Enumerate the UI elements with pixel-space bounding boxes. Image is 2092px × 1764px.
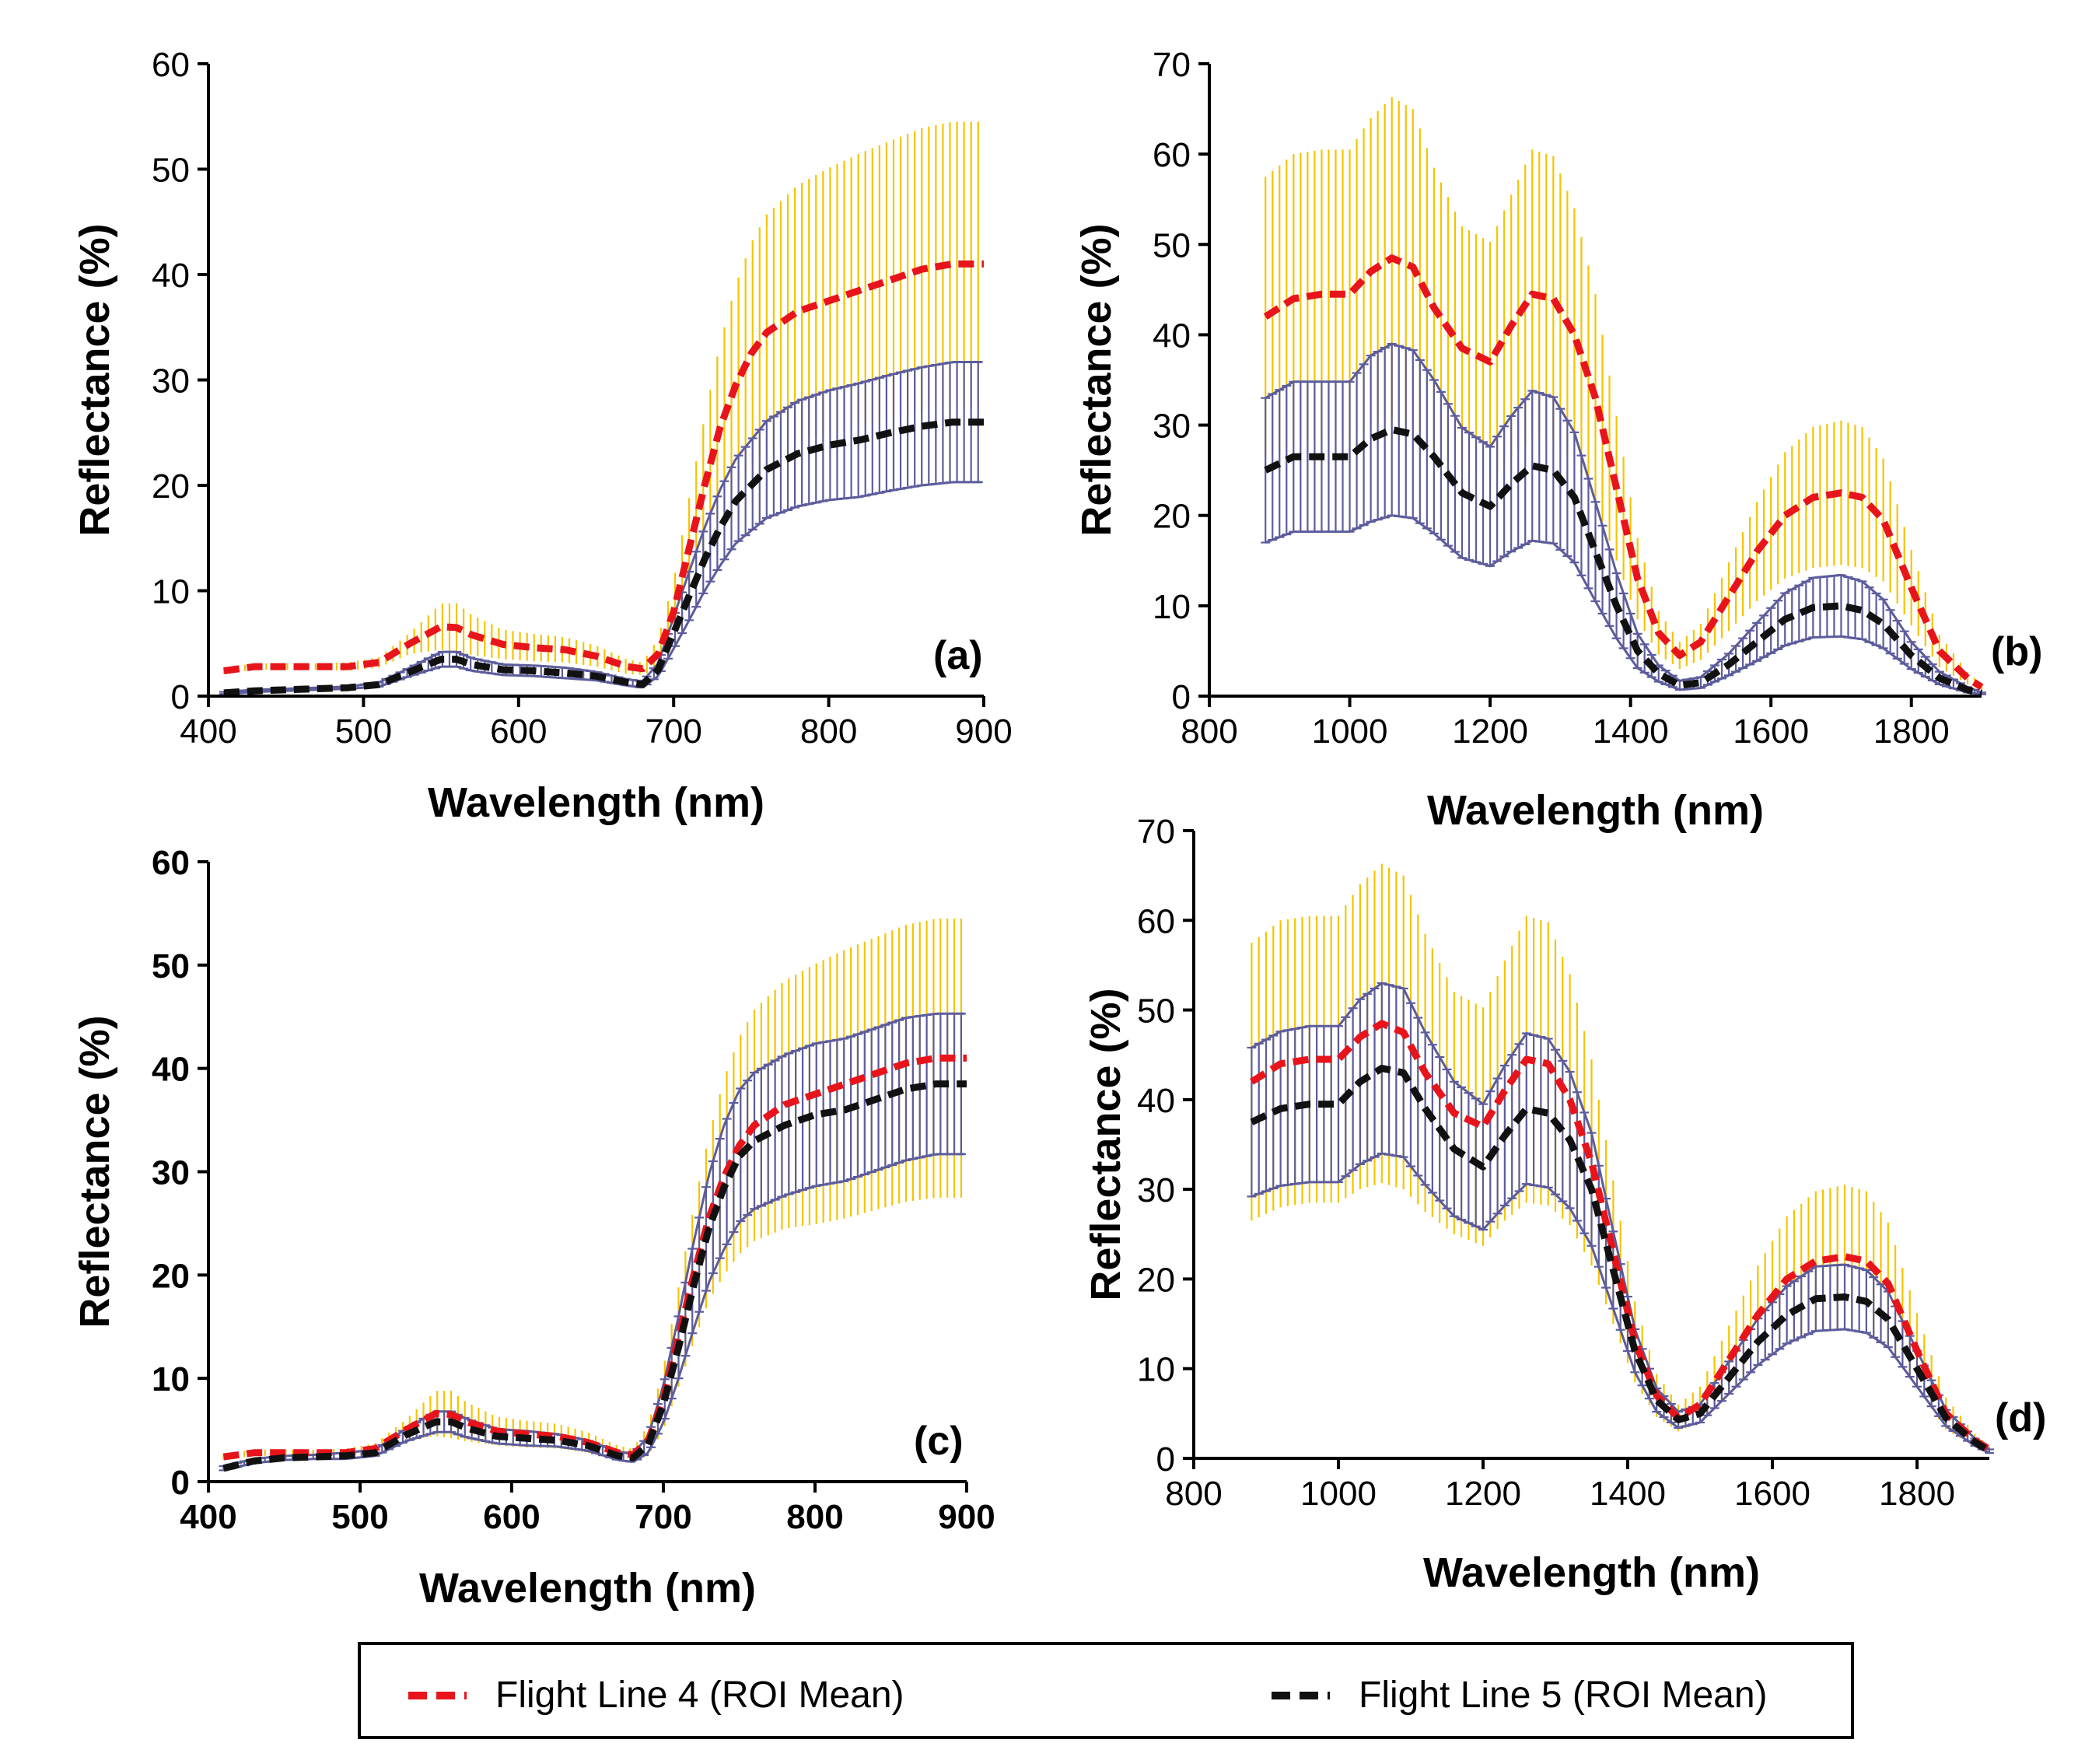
series-line-flight-line-5 <box>1250 1065 1992 1454</box>
y-tick-label: 40 <box>152 257 190 295</box>
error-bars-flight-line-4 <box>1251 863 1991 1452</box>
y-tick-label: 10 <box>152 1360 190 1398</box>
y-tick-label: 40 <box>1137 1082 1175 1120</box>
x-tick-label: 1400 <box>1593 712 1669 751</box>
x-tick-label: 1600 <box>1734 1475 1810 1513</box>
y-axis-title: Reflectance (%) <box>1073 223 1120 536</box>
series-line-flight-line-5 <box>223 418 984 697</box>
series-line-flight-line-4 <box>222 1054 967 1461</box>
x-axis-title: Wavelength (nm) <box>419 1565 756 1612</box>
y-axis-title: Reflectance (%) <box>1083 988 1129 1300</box>
y-tick-label: 20 <box>1153 498 1191 536</box>
x-tick-label: 500 <box>331 1498 388 1536</box>
y-tick-label: 0 <box>171 678 190 716</box>
x-tick-label: 400 <box>180 712 236 751</box>
error-envelope-lower <box>1251 1152 1990 1454</box>
series-line-flight-line-5 <box>1264 425 1983 697</box>
chart-panel-d: 800 1000 1200 1400 1600 1800 0 10 20 30 40 50 60 70 Wa… <box>1083 813 2046 1596</box>
x-tick-label: 600 <box>490 712 547 751</box>
series-line-flight-line-4 <box>1250 1020 1992 1453</box>
y-axis-title: Reflectance (%) <box>72 223 118 536</box>
y-tick-label: 20 <box>152 467 190 506</box>
panel-label: (c) <box>914 1419 964 1464</box>
x-tick-label: 800 <box>786 1498 843 1536</box>
x-tick-label: 1400 <box>1590 1475 1666 1513</box>
error-envelope-lower <box>223 481 982 695</box>
x-tick-label: 1000 <box>1300 1475 1377 1513</box>
x-tick-label: 1200 <box>1452 712 1528 751</box>
x-tick-label: 900 <box>955 712 1012 751</box>
y-tick-label: 60 <box>1137 902 1175 940</box>
panel-label: (a) <box>933 633 983 678</box>
legend-label-flight-line-4: Flight Line 4 (ROI Mean) <box>495 1675 904 1716</box>
error-bars-flight-line-5 <box>219 361 983 695</box>
x-tick-label: 900 <box>938 1498 995 1536</box>
chart-panel-b: 800 1000 1200 1400 1600 1800 0 10 20 30 40 50 60 70 Wa… <box>1073 46 2042 834</box>
x-tick-label: 1000 <box>1312 712 1388 751</box>
y-tick-label: 10 <box>1153 588 1191 626</box>
y-tick-label: 10 <box>1137 1351 1175 1389</box>
x-tick-label: 700 <box>645 712 701 751</box>
y-tick-label: 30 <box>1153 408 1191 446</box>
panel-label: (d) <box>1995 1395 2046 1440</box>
y-tick-label: 30 <box>152 1154 190 1192</box>
x-tick-label: 700 <box>635 1498 691 1536</box>
series-line-flight-line-5 <box>222 1080 967 1472</box>
y-tick-label: 40 <box>1153 317 1191 355</box>
error-bars-flight-line-5 <box>1247 982 1994 1454</box>
y-tick-label: 50 <box>152 152 190 190</box>
series-line-flight-line-4 <box>1263 254 1984 691</box>
x-tick-label: 1800 <box>1879 1475 1955 1513</box>
legend-box <box>358 1642 1854 1739</box>
y-tick-label: 10 <box>152 573 190 611</box>
y-tick-label: 0 <box>1172 678 1191 716</box>
y-tick-label: 30 <box>152 362 190 401</box>
y-tick-label: 30 <box>1137 1171 1175 1209</box>
y-tick-label: 40 <box>152 1051 190 1089</box>
y-axis-title: Reflectance (%) <box>72 1015 118 1328</box>
y-tick-label: 70 <box>1153 46 1191 84</box>
y-tick-label: 50 <box>1153 226 1191 264</box>
x-tick-label: 500 <box>335 712 392 751</box>
error-envelope-upper <box>1265 342 1982 694</box>
error-bars-flight-line-4 <box>222 919 963 1461</box>
legend-label-flight-line-5: Flight Line 5 (ROI Mean) <box>1359 1675 1768 1716</box>
series-line-flight-line-4 <box>223 260 984 674</box>
legend: Flight Line 4 (ROI Mean) Flight Line 5 (… <box>358 1642 1854 1739</box>
panel-label: (b) <box>1991 629 2042 674</box>
y-tick-label: 50 <box>152 947 190 985</box>
y-tick-label: 0 <box>171 1464 190 1502</box>
x-tick-label: 800 <box>1181 712 1237 751</box>
x-tick-label: 600 <box>483 1498 540 1536</box>
error-envelope-lower <box>1265 514 1982 696</box>
y-tick-label: 20 <box>1137 1261 1175 1299</box>
chart-panel-a: 400 500 600 700 800 900 0 10 20 30 40 50 60 Wavelengt… <box>72 46 1013 826</box>
x-axis-title: Wavelength (nm) <box>1423 1549 1760 1596</box>
x-tick-label: 400 <box>180 1498 236 1536</box>
y-tick-label: 20 <box>152 1257 190 1295</box>
x-tick-label: 800 <box>1165 1475 1222 1513</box>
error-envelope-lower <box>223 1153 965 1472</box>
x-tick-label: 1200 <box>1445 1475 1521 1513</box>
chart-panel-c: 400 500 600 700 800 900 0 10 20 30 40 50 60 Wavelengt… <box>72 844 995 1612</box>
error-envelope-upper <box>1251 982 1990 1451</box>
x-axis-title: Wavelength (nm) <box>428 779 764 826</box>
y-tick-label: 60 <box>152 46 190 84</box>
x-tick-label: 1800 <box>1873 712 1950 751</box>
x-axis-title: Wavelength (nm) <box>1427 787 1764 834</box>
error-envelope-upper <box>223 361 982 694</box>
y-tick-label: 60 <box>152 844 190 882</box>
x-tick-label: 800 <box>800 712 857 751</box>
y-tick-label: 60 <box>1153 136 1191 174</box>
error-bars-flight-line-5 <box>1261 342 1986 696</box>
x-tick-label: 1600 <box>1733 712 1809 751</box>
y-tick-label: 70 <box>1137 813 1175 851</box>
y-tick-label: 50 <box>1137 992 1175 1031</box>
y-tick-label: 0 <box>1156 1440 1175 1479</box>
